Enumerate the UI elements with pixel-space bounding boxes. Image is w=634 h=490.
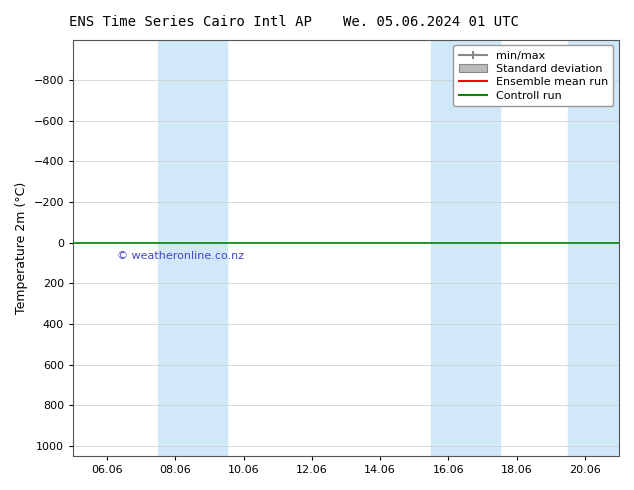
Text: ENS Time Series Cairo Intl AP: ENS Time Series Cairo Intl AP: [68, 15, 312, 29]
Y-axis label: Temperature 2m (°C): Temperature 2m (°C): [15, 182, 28, 314]
Legend: min/max, Standard deviation, Ensemble mean run, Controll run: min/max, Standard deviation, Ensemble me…: [453, 45, 614, 106]
Bar: [431, 40, 500, 456]
Text: © weatheronline.co.nz: © weatheronline.co.nz: [117, 251, 244, 261]
Text: We. 05.06.2024 01 UTC: We. 05.06.2024 01 UTC: [343, 15, 519, 29]
Bar: [568, 40, 634, 456]
Bar: [158, 40, 226, 456]
